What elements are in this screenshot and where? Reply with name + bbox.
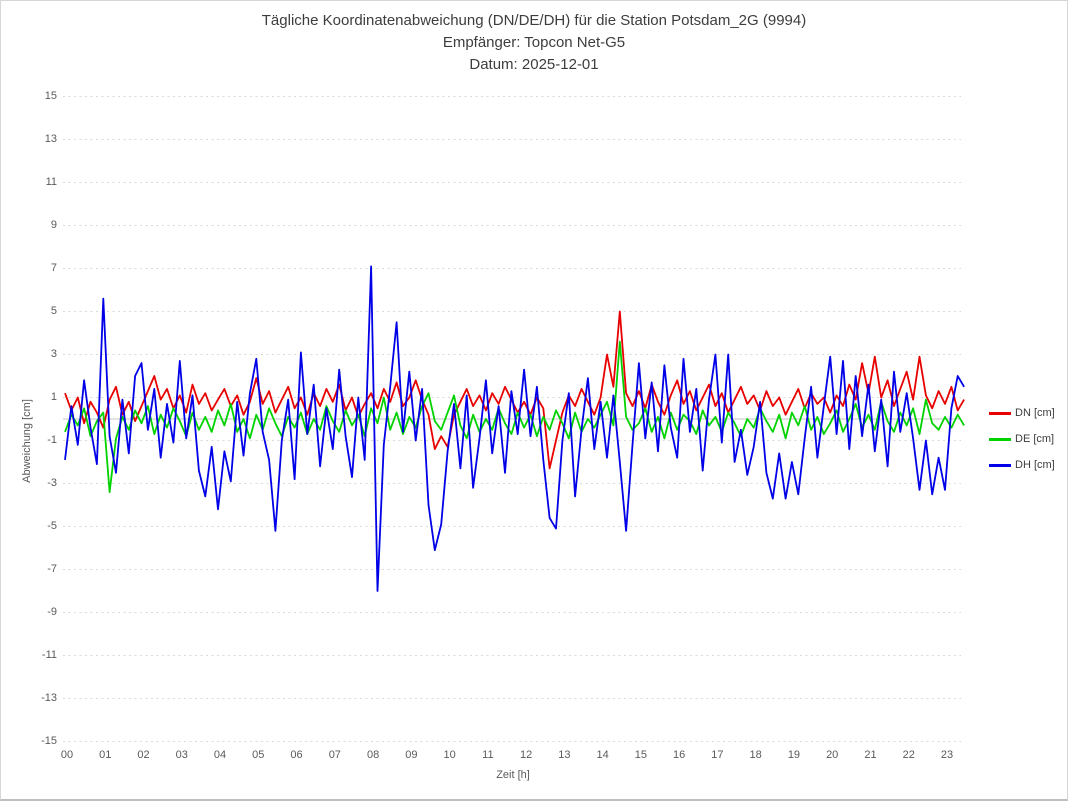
x-tick-label: 02 [137, 749, 150, 761]
gridlines [63, 96, 961, 742]
x-tick-label: 21 [864, 749, 877, 761]
x-tick-label: 14 [596, 749, 609, 761]
x-tick-label: 01 [99, 749, 112, 761]
x-tick-label: 10 [443, 749, 456, 761]
x-tick-label: 07 [328, 749, 341, 761]
x-tick-label: 09 [405, 749, 418, 761]
x-tick-label: 03 [175, 749, 188, 761]
y-tick-label: 11 [45, 176, 57, 188]
legend-label-dh: DH [cm] [1015, 459, 1055, 471]
x-tick-label: 12 [519, 749, 533, 761]
y-tick-label: -13 [41, 692, 57, 704]
legend-item-de: DE [cm] [989, 430, 1055, 448]
x-tick-label: 13 [558, 749, 571, 761]
x-tick-label: 08 [366, 749, 380, 761]
x-tick-label: 00 [60, 749, 74, 761]
x-tick-label: 11 [482, 749, 494, 761]
x-tick-label: 23 [940, 749, 954, 761]
x-tick-label: 05 [252, 749, 265, 761]
y-tick-label: -5 [47, 520, 57, 532]
y-axis-title: Abweichung [cm] [21, 399, 33, 483]
de-line-swatch [989, 437, 1011, 441]
legend-item-dn: DN [cm] [989, 404, 1055, 422]
x-tick-label: 19 [787, 749, 801, 761]
chart-title-block: Tägliche Koordinatenabweichung (DN/DE/DH… [1, 10, 1067, 76]
x-tick-label: 17 [711, 749, 724, 761]
series-line-dh [64, 265, 965, 592]
y-tick-label: 5 [50, 305, 57, 317]
x-tick-label: 06 [290, 749, 303, 761]
y-tick-label: -3 [47, 477, 57, 489]
y-tick-label: -9 [47, 606, 57, 618]
x-axis-title: Zeit [h] [496, 769, 530, 781]
x-tick-label: 15 [634, 749, 648, 761]
y-tick-label: 3 [50, 348, 57, 360]
y-tick-label: 7 [50, 262, 57, 274]
y-tick-label: 15 [44, 90, 57, 102]
chart-subtitle-receiver: Empfänger: Topcon Net-G5 [442, 34, 626, 51]
series-line-dn [64, 310, 965, 470]
legend: DN [cm] DE [cm] DH [cm] [989, 404, 1055, 482]
x-tick-label: 04 [213, 749, 227, 761]
legend-item-dh: DH [cm] [989, 456, 1055, 474]
x-tick-label: 22 [902, 749, 915, 761]
chart-subtitle-date: Datum: 2025-12-01 [469, 56, 599, 73]
y-tick-label: 13 [44, 133, 57, 145]
y-tick-label: -11 [41, 649, 57, 661]
dh-line-swatch [989, 463, 1011, 467]
y-tick-label: -7 [47, 563, 57, 575]
y-tick-label: 1 [50, 391, 57, 403]
x-tick-label: 16 [673, 749, 686, 761]
x-tick-label: 20 [826, 749, 839, 761]
series-lines [64, 265, 965, 592]
legend-label-de: DE [cm] [1015, 433, 1055, 445]
x-tick-label: 18 [749, 749, 762, 761]
y-tick-label: -15 [41, 735, 57, 747]
y-tick-label: -1 [47, 434, 57, 446]
chart-title: Tägliche Koordinatenabweichung (DN/DE/DH… [261, 12, 807, 29]
dn-line-swatch [989, 411, 1011, 415]
legend-label-dn: DN [cm] [1015, 407, 1055, 419]
y-tick-label: 9 [50, 219, 57, 231]
